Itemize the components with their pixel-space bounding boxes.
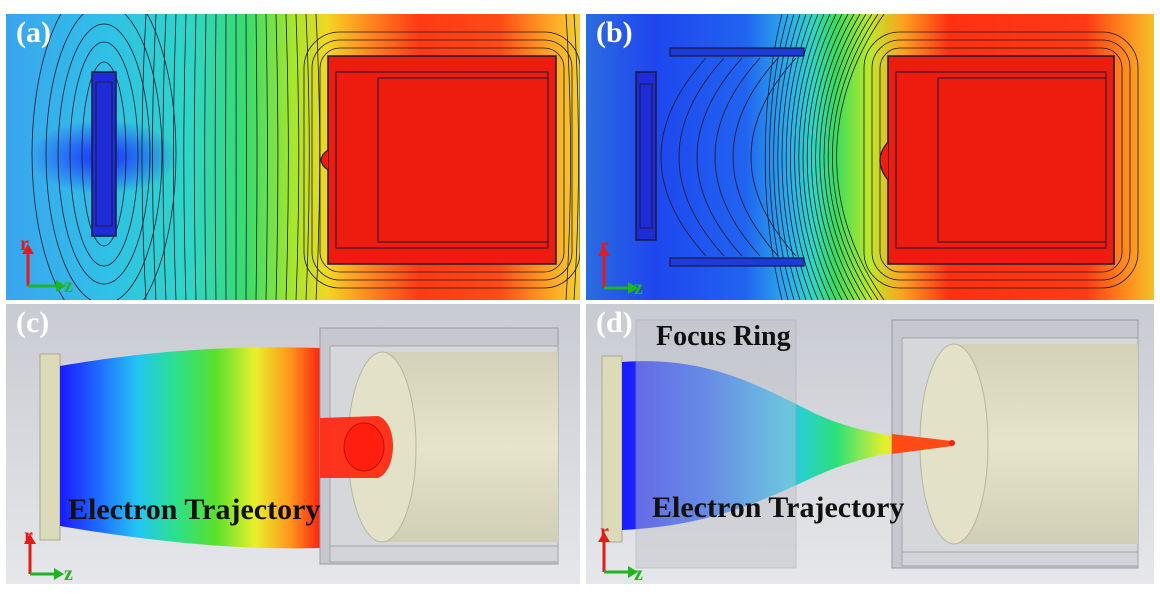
axis-indicator (22, 244, 66, 292)
equipotential-loop (31, 14, 177, 300)
equipotential-line (275, 14, 279, 300)
field-map-a (6, 14, 580, 300)
anode-electrode (320, 55, 557, 265)
field-map-b (586, 14, 1154, 300)
r-arrow-icon (598, 532, 610, 542)
equipotential-line (162, 14, 167, 300)
equipotential-line (183, 14, 187, 300)
axis-indicator (598, 246, 638, 294)
equipotential-loop (871, 39, 1131, 281)
electron-trajectory-label: Electron Trajectory (652, 491, 905, 524)
equipotential-line (815, 14, 855, 300)
cathode-electrode (91, 71, 117, 237)
z-axis-label: z (64, 563, 73, 584)
beam-focus (892, 434, 952, 454)
r-arrow-icon (24, 534, 36, 544)
equipotential-line (214, 14, 217, 300)
equipotential-line (827, 14, 873, 300)
panel-label-b: (b) (596, 16, 633, 49)
equipotential-line (798, 14, 831, 300)
equipotential-line (285, 14, 289, 300)
equipotential-line (714, 57, 761, 257)
trajectory-scene-c (6, 304, 580, 584)
z-axis-label: z (64, 275, 73, 297)
equipotential-line (573, 14, 579, 300)
cathode-plate (601, 355, 623, 543)
cathode-plate (39, 353, 61, 541)
equipotential-line (696, 57, 743, 257)
equipotential-loop (319, 47, 565, 273)
equipotential-line (806, 14, 843, 300)
equipotential-line (255, 14, 258, 300)
equipotential-line (152, 14, 157, 300)
equipotential-line (204, 14, 207, 300)
equipotential-loop (303, 31, 580, 289)
cathode-contours (31, 14, 580, 300)
z-axis-label: z (634, 277, 643, 299)
equipotential-loop (863, 31, 1139, 289)
electron-beam (622, 361, 952, 530)
axis-indicator (24, 534, 64, 580)
equipotential-line (141, 14, 147, 300)
equipotential-line (565, 14, 571, 300)
panel-c-electron-trajectory: (c) Electron Trajectory r z (6, 304, 580, 584)
equipotential-line (836, 14, 885, 300)
r-axis-label: r (600, 521, 609, 543)
focus-ring-electrode (669, 47, 805, 267)
equipotential-line (732, 57, 779, 257)
panel-label-d: (d) (596, 306, 633, 339)
r-axis-label: r (20, 233, 29, 255)
panel-d-electron-trajectory-focus-ring: (d) Focus Ring Electron Trajectory r z (586, 304, 1154, 584)
equipotential-loop (45, 14, 163, 300)
equipotential-line (790, 14, 819, 300)
panel-b-potential-field-focus-ring: (b) r z (586, 14, 1154, 300)
equipotential-lines (141, 14, 579, 300)
equipotential-line (811, 14, 849, 300)
panel-a-potential-field: (a) r z (6, 14, 580, 300)
cathode-electrode (635, 71, 657, 241)
z-arrow-icon (628, 282, 638, 294)
equipotential-line (193, 14, 197, 300)
axis-indicator (598, 532, 638, 578)
anode-electrode (879, 55, 1115, 265)
r-axis-label: r (24, 525, 33, 547)
electron-trajectory-label: Electron Trajectory (68, 493, 321, 526)
equipotential-line (305, 14, 310, 300)
trajectory-scene-d (586, 304, 1154, 584)
equipotential-line (660, 57, 707, 257)
equipotential-line (295, 14, 300, 300)
equipotential-line (832, 14, 879, 300)
equipotential-line (819, 14, 861, 300)
equipotential-line (802, 14, 837, 300)
electron-beam (60, 347, 320, 549)
z-arrow-icon (56, 280, 66, 292)
z-arrow-icon (54, 568, 64, 580)
equipotential-line (245, 14, 247, 300)
equipotential-lines (660, 14, 1139, 300)
panel-label-c: (c) (16, 306, 50, 339)
r-axis-label: r (600, 235, 609, 257)
panel-label-a: (a) (16, 16, 51, 49)
focus-ring-label: Focus Ring (656, 321, 791, 352)
equipotential-loop (81, 61, 127, 247)
equipotential-line (265, 14, 268, 300)
anode-housing (891, 319, 1139, 569)
z-axis-label: z (634, 563, 643, 584)
focus-ring (635, 319, 797, 569)
r-arrow-icon (22, 244, 34, 254)
equipotential-loop (69, 41, 139, 267)
equipotential-line (794, 14, 825, 300)
equipotential-loop (311, 39, 573, 281)
r-arrow-icon (598, 246, 610, 256)
equipotential-line (678, 57, 725, 257)
equipotential-loop (57, 23, 151, 285)
equipotential-line (172, 14, 177, 300)
equipotential-line (823, 14, 867, 300)
z-arrow-icon (628, 566, 638, 578)
equipotential-line (750, 57, 797, 257)
